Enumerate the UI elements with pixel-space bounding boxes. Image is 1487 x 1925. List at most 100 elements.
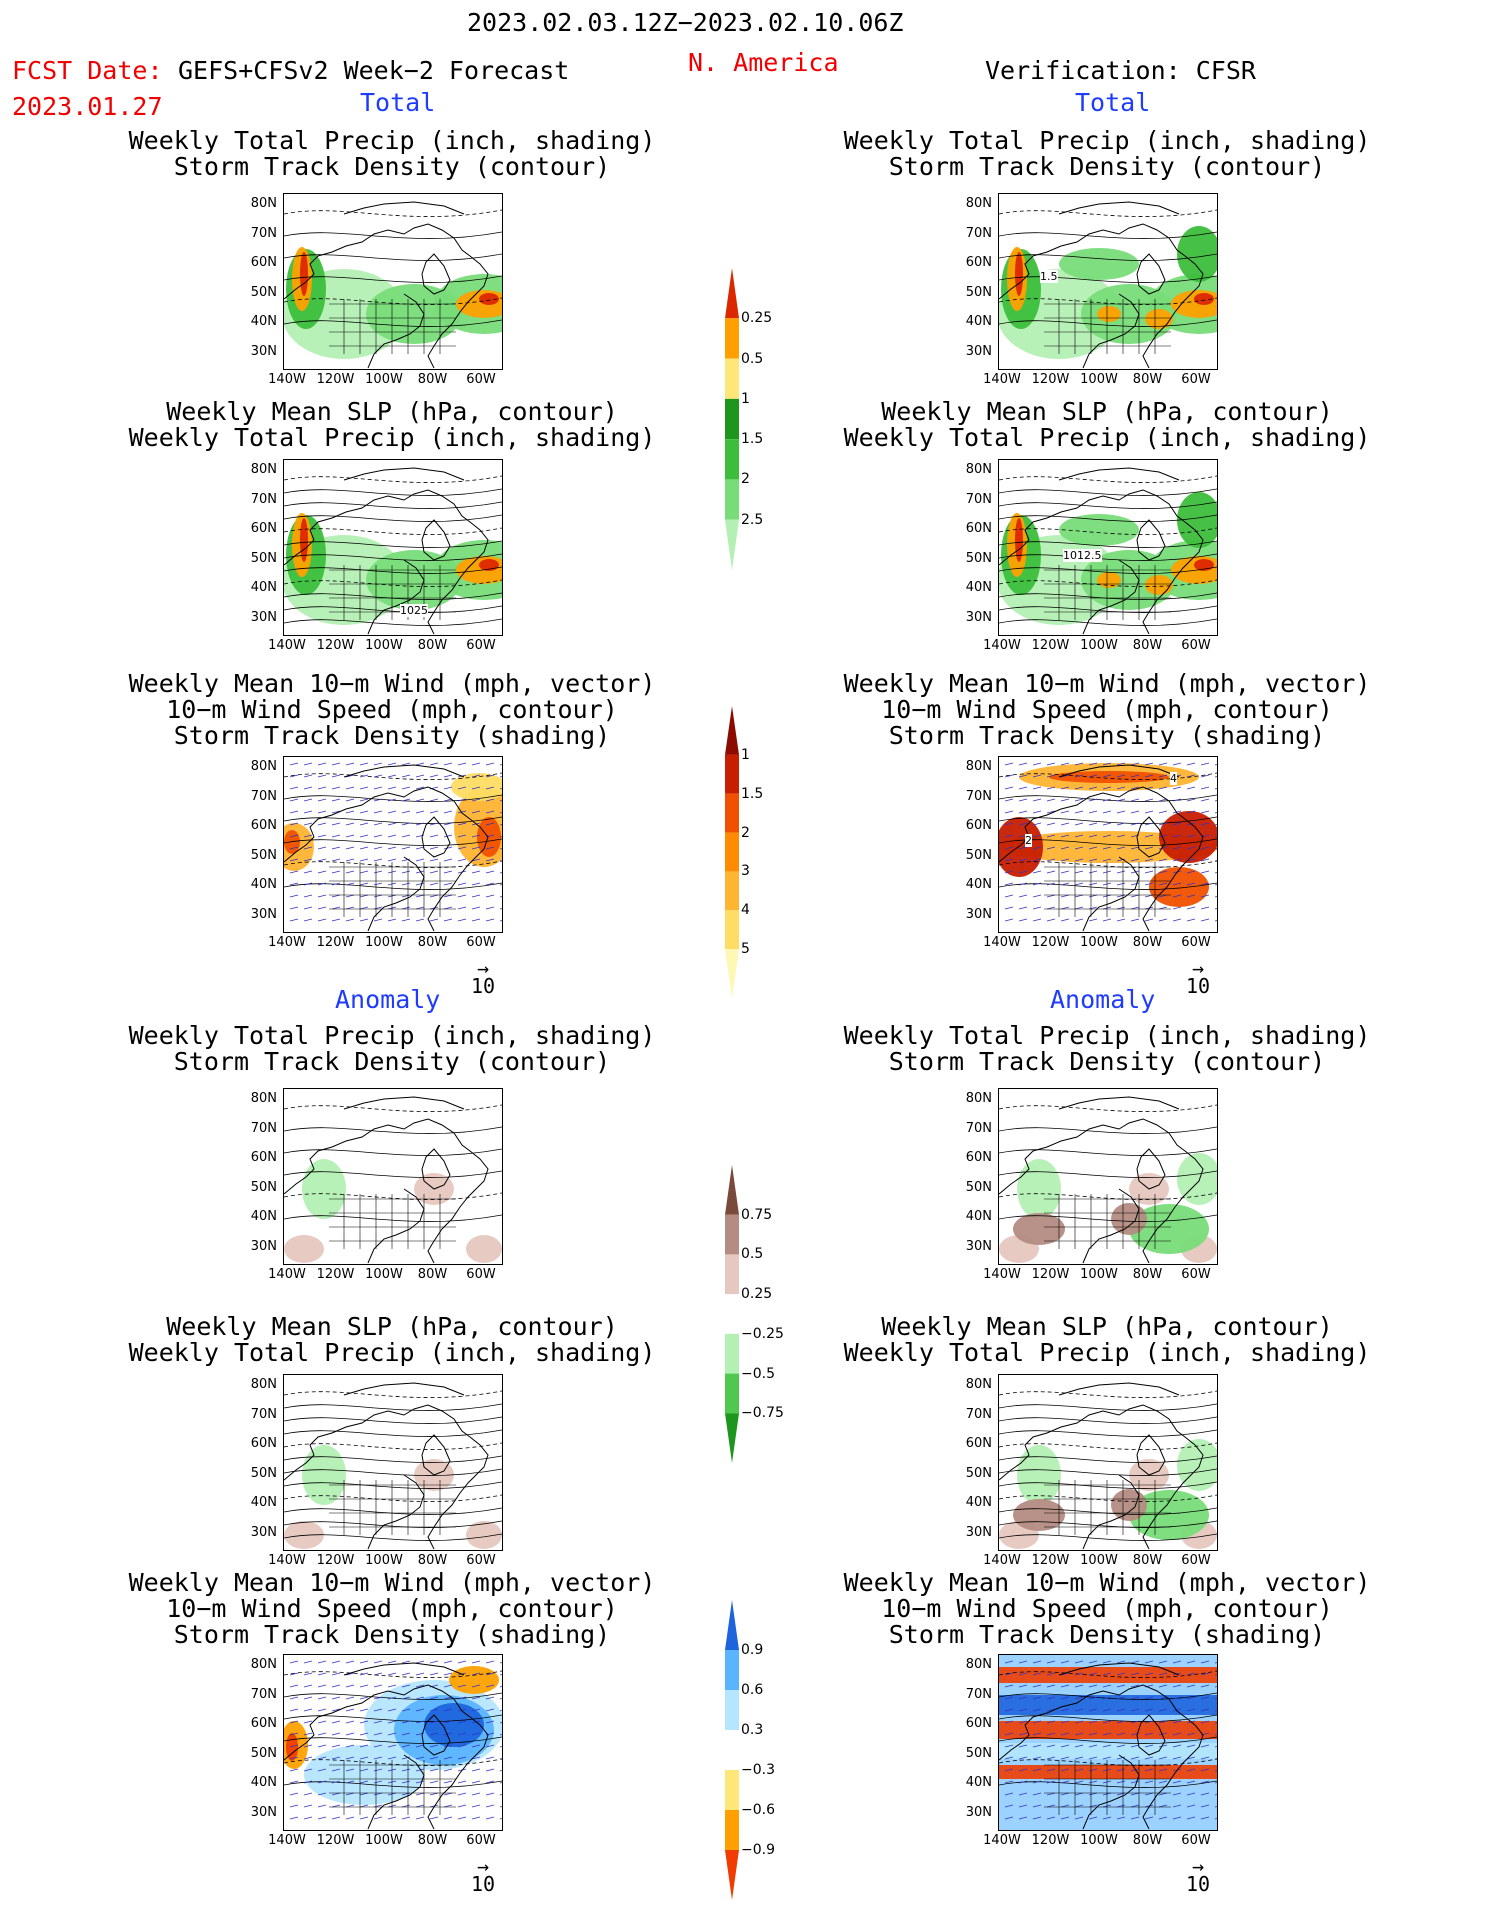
- colorbar-segment: [725, 871, 739, 911]
- wind-vector: [289, 834, 299, 838]
- wind-vector: [1046, 870, 1056, 874]
- wind-vector: [331, 762, 341, 766]
- wind-vector: [345, 798, 355, 802]
- lat-tick-label: 60N: [250, 521, 277, 536]
- wind-vector: [1074, 1780, 1084, 1784]
- lat-tick-label: 30N: [250, 906, 277, 922]
- wind-vector: [1144, 858, 1154, 862]
- wind-vector: [1004, 882, 1014, 886]
- wind-vector: [1214, 884, 1217, 886]
- lon-tick-label: 80W: [1132, 1267, 1163, 1282]
- wind-vector: [1158, 822, 1168, 826]
- wind-vector: [289, 1732, 299, 1736]
- wind-vector: [485, 1720, 495, 1724]
- wind-vector: [373, 1780, 383, 1784]
- wind-vector: [429, 774, 439, 778]
- colorbar-tip-bottom: [725, 949, 739, 998]
- wind-vector: [1144, 918, 1154, 922]
- shade-blob: [466, 1235, 502, 1263]
- colorbar-segment: [725, 398, 739, 440]
- wind-vector: [401, 774, 411, 778]
- contour-line: [284, 209, 502, 217]
- wind-vector: [1046, 1780, 1056, 1784]
- wind-vector: [331, 834, 341, 838]
- wind-vector: [1046, 1792, 1056, 1796]
- wind-vector: [1102, 810, 1112, 814]
- wind-vector: [1130, 1792, 1140, 1796]
- wind-vector: [1074, 810, 1084, 814]
- shade-blob: [1059, 248, 1139, 280]
- wind-vector: [471, 1804, 481, 1808]
- wind-vector: [1200, 810, 1210, 814]
- contour-line: [284, 253, 502, 261]
- wind-vector: [429, 810, 439, 814]
- lon-tick-label: 140W: [268, 372, 306, 387]
- wind-vector: [1130, 798, 1140, 802]
- wind-vector: [1116, 1684, 1126, 1688]
- contour-line: [999, 592, 1217, 600]
- lat-tick-label: 40N: [965, 314, 992, 329]
- wind-vector: [415, 1672, 425, 1676]
- lon-tick-label: 120W: [316, 372, 355, 387]
- wind-vector: [331, 1816, 341, 1820]
- wind-vector: [1130, 906, 1140, 910]
- lat-tick-label: 40N: [965, 1775, 992, 1790]
- contour-layer: [284, 1104, 502, 1222]
- wind-vector: [443, 1708, 453, 1712]
- wind-vector: [1200, 858, 1210, 862]
- wind-vector: [1046, 834, 1056, 838]
- wind-vector: [1186, 774, 1196, 778]
- wind-vector: [1046, 918, 1056, 922]
- wind-vector: [401, 834, 411, 838]
- wind-vector: [373, 882, 383, 886]
- wind-vector: [1018, 906, 1028, 910]
- wind-vector: [1032, 762, 1042, 766]
- wind-vector: [1074, 1684, 1084, 1688]
- wind-vector: [1074, 834, 1084, 838]
- vector-reference-value: 10: [1185, 974, 1211, 998]
- wind-vector: [401, 846, 411, 850]
- colorbar-tip-bottom: [725, 1850, 739, 1900]
- wind-vector: [1214, 788, 1217, 790]
- wind-vector: [1060, 906, 1070, 910]
- wind-vector: [359, 1768, 369, 1772]
- wind-vector: [1032, 810, 1042, 814]
- wind-vector: [359, 1720, 369, 1724]
- colorbar-label: −0.5: [741, 1365, 775, 1382]
- wind-vector: [1032, 1792, 1042, 1796]
- colorbar-label: 1.5: [741, 431, 764, 448]
- coastline: [284, 1662, 489, 1830]
- wind-vector: [443, 906, 453, 910]
- colorbar-segment: [725, 1254, 739, 1295]
- state-borders: [1044, 1480, 1171, 1535]
- fcst-date: 2023.01.27: [12, 92, 163, 121]
- lon-tick-label: 140W: [268, 935, 306, 950]
- wind-vector: [499, 764, 502, 766]
- lat-tick-label: 40N: [250, 877, 277, 892]
- wind-vector: [457, 1792, 467, 1796]
- lon-tick-label: 100W: [1080, 1267, 1118, 1282]
- wind-vector: [317, 1804, 327, 1808]
- wind-vector: [415, 1780, 425, 1784]
- contour-line: [999, 1442, 1217, 1450]
- wind-vector: [331, 1780, 341, 1784]
- lat-tick-label: 70N: [250, 491, 277, 507]
- wind-vector: [1004, 810, 1014, 814]
- wind-vector: [317, 1780, 327, 1784]
- wind-vector: [1214, 1782, 1217, 1784]
- contour-line: [284, 231, 502, 239]
- wind-vector: [345, 1756, 355, 1760]
- wind-vector: [457, 1696, 467, 1700]
- wind-vector: [429, 1660, 439, 1664]
- wind-vector: [1130, 1720, 1140, 1724]
- wind-vector: [1004, 822, 1014, 826]
- contour-line: [999, 1507, 1217, 1515]
- wind-vector: [373, 1732, 383, 1736]
- wind-vector: [331, 810, 341, 814]
- contour-label: 1012.5: [1063, 549, 1102, 562]
- wind-vector: [471, 798, 481, 802]
- wind-vector: [429, 1792, 439, 1796]
- lon-tick-label: 80W: [417, 935, 448, 950]
- colorbar-label: 0.6: [741, 1682, 764, 1698]
- colorbar-label: 0.75: [741, 1206, 773, 1223]
